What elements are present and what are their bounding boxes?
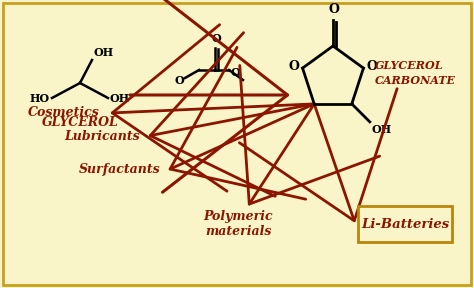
Text: OH: OH bbox=[94, 47, 114, 58]
Text: O: O bbox=[211, 33, 221, 44]
FancyBboxPatch shape bbox=[358, 206, 452, 242]
Text: Lubricants: Lubricants bbox=[64, 130, 140, 143]
Text: O: O bbox=[366, 60, 377, 73]
Text: Li-Batteries: Li-Batteries bbox=[361, 217, 449, 230]
Text: Cosmetics: Cosmetics bbox=[28, 107, 100, 120]
Text: OH: OH bbox=[110, 92, 130, 103]
Text: HO: HO bbox=[30, 92, 50, 103]
Text: O: O bbox=[328, 3, 339, 16]
Text: O: O bbox=[174, 75, 184, 86]
Text: GLYCEROL
CARBONATE: GLYCEROL CARBONATE bbox=[375, 60, 456, 86]
Text: Polymeric
materials: Polymeric materials bbox=[203, 210, 273, 238]
Text: O: O bbox=[231, 67, 241, 77]
Text: OH: OH bbox=[372, 124, 392, 135]
Text: Surfactants: Surfactants bbox=[78, 164, 160, 177]
Text: GLYCEROL: GLYCEROL bbox=[42, 117, 118, 130]
Text: O: O bbox=[289, 60, 300, 73]
